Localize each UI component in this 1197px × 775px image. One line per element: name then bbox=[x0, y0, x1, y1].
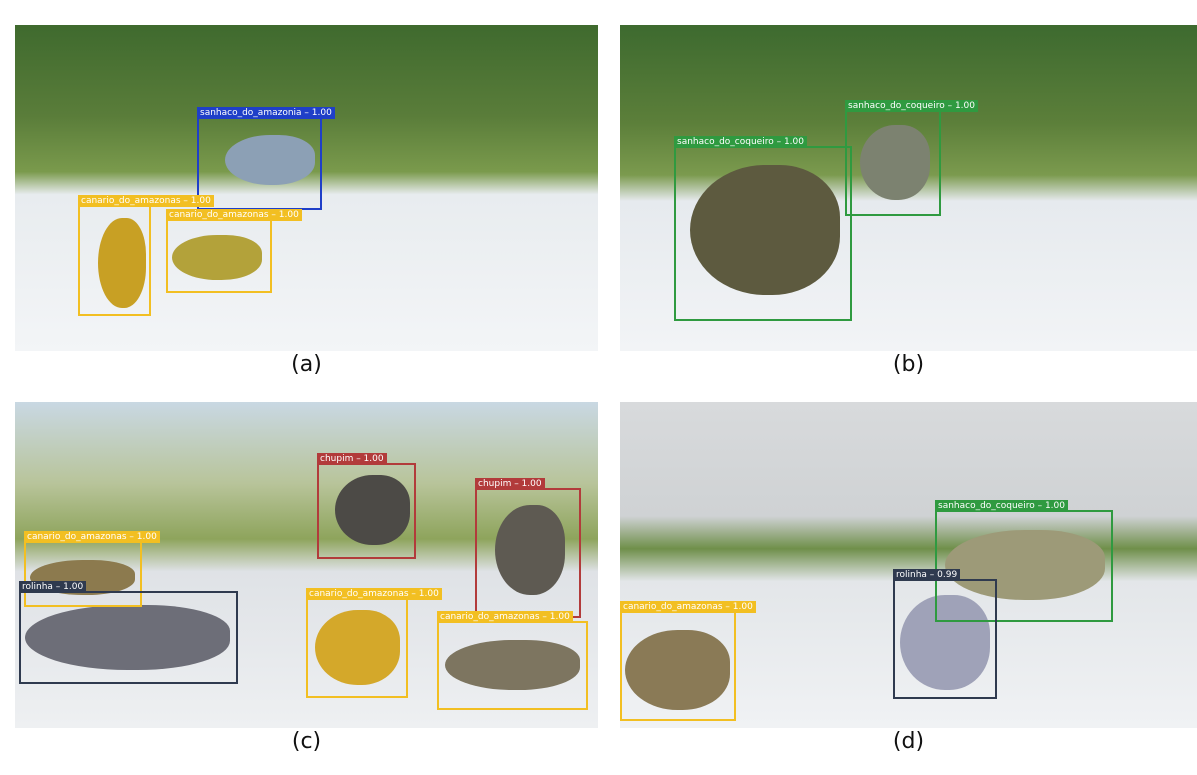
detection-box: sanhaco_do_coqueiro – 1.00 bbox=[845, 110, 941, 216]
detection-box: canario_do_amazonas – 1.00 bbox=[78, 205, 151, 316]
caption: (a) bbox=[247, 352, 367, 377]
detection-box: canario_do_amazonas – 1.00 bbox=[437, 621, 588, 710]
detection-box: canario_do_amazonas – 1.00 bbox=[306, 598, 408, 698]
detection-label: sanhaco_do_amazonia – 1.00 bbox=[197, 107, 335, 119]
detection-label: rolinha – 1.00 bbox=[19, 581, 86, 593]
detection-label: canario_do_amazonas – 1.00 bbox=[78, 195, 214, 207]
detection-box: rolinha – 0.99 bbox=[893, 579, 997, 699]
detection-box: chupim – 1.00 bbox=[317, 463, 416, 559]
detection-label: canario_do_amazonas – 1.00 bbox=[306, 588, 442, 600]
detection-label: sanhaco_do_coqueiro – 1.00 bbox=[674, 136, 807, 148]
detection-label: canario_do_amazonas – 1.00 bbox=[166, 209, 302, 221]
detection-box: sanhaco_do_coqueiro – 1.00 bbox=[674, 146, 852, 321]
caption: (d) bbox=[849, 729, 969, 754]
caption: (b) bbox=[849, 352, 969, 377]
detection-label: canario_do_amazonas – 1.00 bbox=[24, 531, 160, 543]
detection-label: canario_do_amazonas – 1.00 bbox=[437, 611, 573, 623]
detection-box: canario_do_amazonas – 1.00 bbox=[166, 219, 272, 293]
detection-label: chupim – 1.00 bbox=[475, 478, 545, 490]
detection-label: canario_do_amazonas – 1.00 bbox=[620, 601, 756, 613]
detection-label: sanhaco_do_coqueiro – 1.00 bbox=[935, 500, 1068, 512]
detection-box: chupim – 1.00 bbox=[475, 488, 581, 618]
figure: {"panels": [ {"caption": "(a)", "detecti… bbox=[0, 0, 1197, 775]
detection-box: sanhaco_do_amazonia – 1.00 bbox=[197, 117, 322, 210]
detection-label: chupim – 1.00 bbox=[317, 453, 387, 465]
caption: (c) bbox=[247, 729, 367, 754]
detection-box: rolinha – 1.00 bbox=[19, 591, 238, 684]
image-panel: sanhaco_do_coqueiro – 1.00 rolinha – 0.99… bbox=[620, 402, 1197, 728]
detection-label: sanhaco_do_coqueiro – 1.00 bbox=[845, 100, 978, 112]
detection-label: rolinha – 0.99 bbox=[893, 569, 960, 581]
detection-box: canario_do_amazonas – 1.00 bbox=[620, 611, 736, 721]
